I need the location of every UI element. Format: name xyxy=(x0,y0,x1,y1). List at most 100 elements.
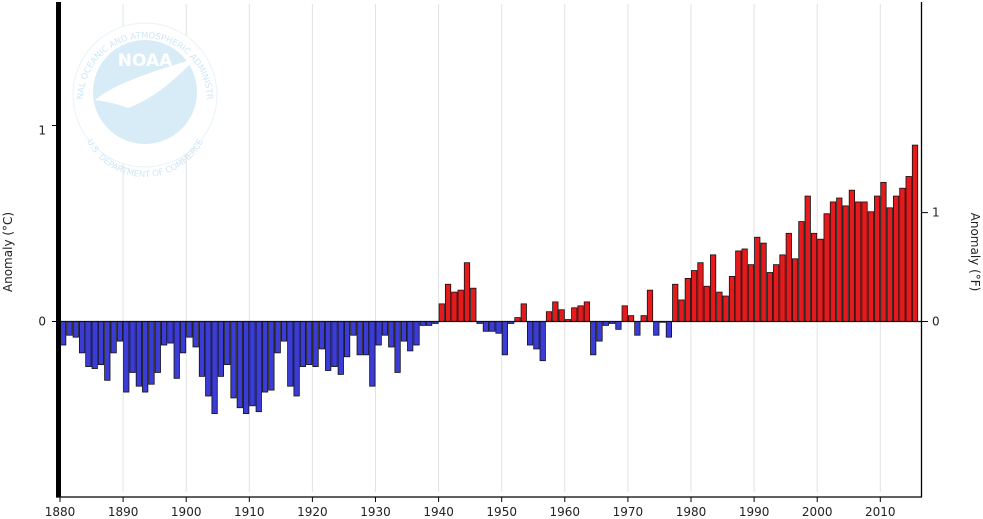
bar-2002 xyxy=(829,201,837,322)
bar-1989 xyxy=(747,264,755,322)
bar-1907 xyxy=(230,321,237,399)
bar-1983 xyxy=(709,254,717,322)
bar-1917 xyxy=(293,321,300,397)
seagull-icon xyxy=(95,58,196,108)
bar-1930 xyxy=(375,321,382,346)
bar-1942 xyxy=(451,291,458,322)
bar-1998 xyxy=(804,195,811,322)
bar-1957 xyxy=(545,311,553,322)
bar-1885 xyxy=(91,321,98,369)
bar-1896 xyxy=(161,321,168,346)
bar-2005 xyxy=(848,189,856,322)
bar-1965 xyxy=(596,321,603,342)
bar-1935 xyxy=(407,321,414,352)
x-tick-label-1920: 1920 xyxy=(297,505,328,519)
bar-1903 xyxy=(205,321,212,397)
bar-1889 xyxy=(116,321,124,342)
x-tick-label-1930: 1930 xyxy=(360,505,391,519)
bar-1897 xyxy=(167,321,174,344)
bar-1924 xyxy=(337,321,344,375)
bar-1884 xyxy=(85,321,92,367)
bar-1996 xyxy=(792,258,799,322)
bar-1984 xyxy=(716,291,723,322)
bar-1908 xyxy=(236,321,243,409)
bar-2007 xyxy=(861,201,868,322)
bar-1987 xyxy=(735,250,742,322)
bar-1911 xyxy=(255,321,262,413)
bar-1929 xyxy=(369,321,376,387)
bar-1905 xyxy=(217,321,225,377)
bar-1880 xyxy=(60,321,67,346)
logo-title: NOAA xyxy=(118,51,173,71)
anomaly-bars xyxy=(60,144,919,415)
x-tick-label-1910: 1910 xyxy=(234,505,265,519)
bar-1915 xyxy=(280,321,288,342)
bar-1953 xyxy=(520,303,527,322)
bar-1964 xyxy=(590,321,597,356)
bar-1959 xyxy=(558,309,565,322)
x-tick-label-2010: 2010 xyxy=(865,505,896,519)
bar-1883 xyxy=(78,321,86,354)
axes: 1880 1890 1900 1910 1920 1930 1940 1950 1960 1970… xyxy=(38,2,940,519)
bar-1921 xyxy=(318,321,325,350)
grid-lines xyxy=(122,4,881,492)
bar-1913 xyxy=(268,321,275,391)
bar-1985 xyxy=(722,295,729,322)
bar-1894 xyxy=(148,321,155,385)
bar-1950 xyxy=(501,321,508,356)
bar-1970 xyxy=(627,315,635,322)
bar-1974 xyxy=(653,321,660,336)
noaa-logo: NOAA NATIONAL OCEANIC AND ATMOSPHERIC AD… xyxy=(0,0,218,180)
bar-1949 xyxy=(495,321,502,334)
bar-1941 xyxy=(444,283,452,322)
bar-1926 xyxy=(350,321,357,336)
bar-1898 xyxy=(173,321,180,379)
bar-1909 xyxy=(243,321,250,415)
bar-1981 xyxy=(697,262,704,322)
bar-1887 xyxy=(104,321,111,381)
bar-1890 xyxy=(123,321,130,393)
bar-1936 xyxy=(413,321,420,346)
bar-1980 xyxy=(691,270,698,322)
bar-1901 xyxy=(192,321,199,348)
bar-1948 xyxy=(489,321,496,332)
bar-1944 xyxy=(463,262,471,322)
bar-1978 xyxy=(678,299,685,322)
bar-2000 xyxy=(817,238,824,322)
bar-1993 xyxy=(773,264,780,322)
bar-1979 xyxy=(684,277,691,322)
bar-2009 xyxy=(874,195,881,322)
bar-2003 xyxy=(836,197,843,322)
bar-1992 xyxy=(766,272,773,322)
bar-1932 xyxy=(388,321,395,348)
bar-1958 xyxy=(552,301,559,322)
bar-1904 xyxy=(211,321,218,415)
bar-1972 xyxy=(640,315,647,322)
bar-1925 xyxy=(343,321,351,358)
bar-1882 xyxy=(72,321,79,338)
bar-1986 xyxy=(728,276,736,322)
bar-1888 xyxy=(110,321,117,354)
bar-1902 xyxy=(198,321,206,377)
bar-1982 xyxy=(703,285,710,322)
bar-2013 xyxy=(899,187,906,322)
bar-1961 xyxy=(571,307,578,322)
bar-1893 xyxy=(142,321,149,393)
axis-labels: Anomaly (°C) Anomaly (°F) xyxy=(1,212,982,292)
bar-1971 xyxy=(634,321,641,336)
bar-2012 xyxy=(892,195,900,322)
x-tick-label-1950: 1950 xyxy=(486,505,517,519)
x-tick-label-1890: 1890 xyxy=(108,505,139,519)
bar-1969 xyxy=(621,305,628,322)
x-tick-label-1880: 1880 xyxy=(45,505,76,519)
bar-1919 xyxy=(306,321,313,366)
bar-1928 xyxy=(362,321,370,356)
bar-1920 xyxy=(312,321,319,367)
bar-1910 xyxy=(249,321,256,407)
bar-1962 xyxy=(577,305,584,322)
bar-1976 xyxy=(665,321,673,338)
bar-1968 xyxy=(615,321,622,330)
bar-1999 xyxy=(810,232,818,322)
bar-2001 xyxy=(823,213,830,322)
